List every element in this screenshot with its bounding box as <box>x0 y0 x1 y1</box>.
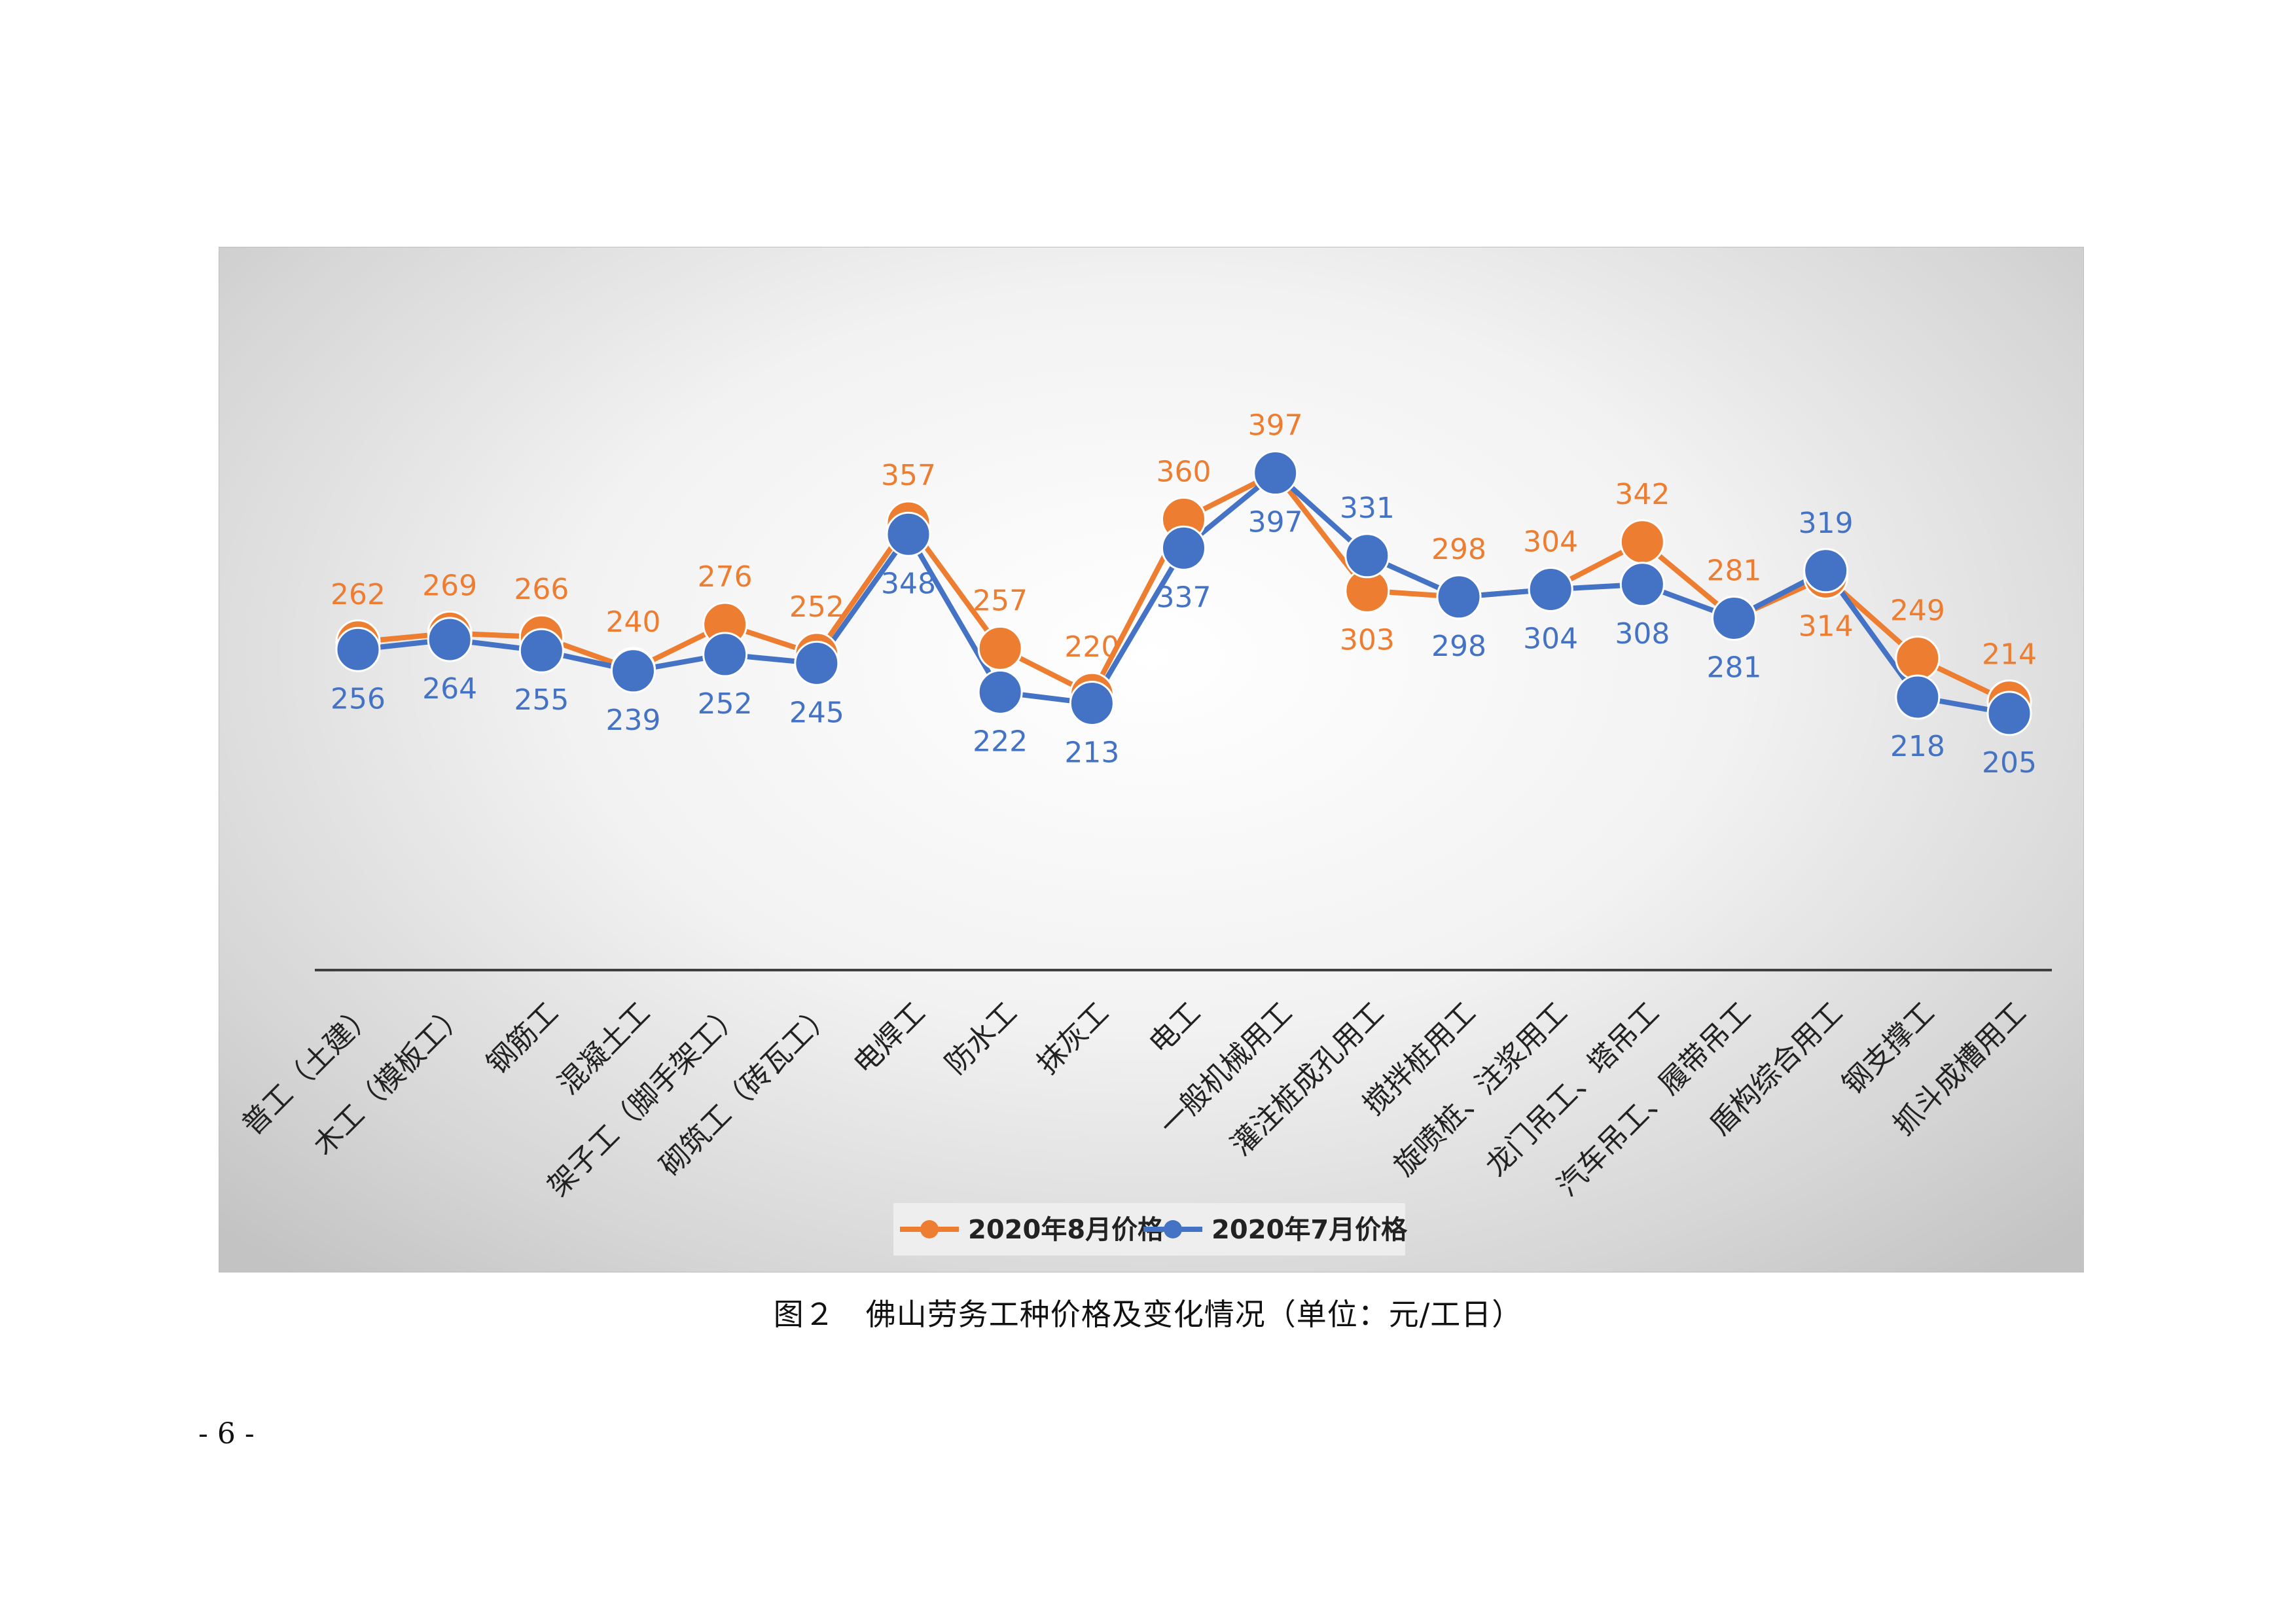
data-point-jul <box>702 632 748 677</box>
legend-marker <box>920 1220 939 1238</box>
legend-label: 2020年8月价格 <box>968 1215 1164 1245</box>
data-point-jul <box>1986 691 2032 736</box>
data-label-jul: 252 <box>698 687 753 721</box>
data-label-aug: 249 <box>1890 594 1945 628</box>
data-label-jul: 337 <box>1157 581 1211 614</box>
data-label-aug: 276 <box>698 560 753 594</box>
category-label: 砌筑工（砖瓦工） <box>654 996 840 1183</box>
category-label: 电工 <box>1143 996 1207 1060</box>
legend-marker <box>1164 1220 1182 1238</box>
category-label: 龙门吊工、塔吊工 <box>1479 996 1666 1183</box>
data-label-jul: 308 <box>1615 617 1670 651</box>
data-label-jul: 205 <box>1982 746 2037 780</box>
data-label-jul: 281 <box>1707 651 1762 684</box>
data-point-jul <box>335 626 381 672</box>
data-label-jul: 264 <box>422 672 477 706</box>
data-label-jul: 222 <box>973 725 1028 758</box>
data-label-jul: 245 <box>789 696 844 729</box>
data-point-jul <box>794 640 840 686</box>
data-label-aug: 360 <box>1157 455 1211 488</box>
data-label-jul: 331 <box>1340 492 1395 525</box>
legend-item-jul: 2020年7月价格 <box>1143 1215 1408 1245</box>
data-label-aug: 262 <box>331 578 386 611</box>
data-point-jul <box>1619 562 1665 607</box>
data-label-aug: 269 <box>422 569 477 602</box>
category-label: 防水工 <box>939 996 1024 1081</box>
data-label-aug: 357 <box>881 459 936 492</box>
data-label-aug: 220 <box>1064 630 1119 664</box>
data-point-jul <box>1895 674 1941 720</box>
data-label-aug: 304 <box>1523 525 1578 558</box>
data-point-jul <box>1436 574 1482 620</box>
data-label-jul: 319 <box>1799 507 1854 540</box>
data-point-jul <box>1528 566 1573 612</box>
data-label-jul: 256 <box>331 682 386 715</box>
figure-caption: 图２ 佛山劳务工种价格及变化情况（单位：元/工日） <box>773 1297 1523 1332</box>
data-label-jul: 213 <box>1064 736 1119 770</box>
data-label-aug: 397 <box>1248 409 1303 442</box>
data-label-aug: 298 <box>1431 533 1486 566</box>
data-label-jul: 298 <box>1431 630 1486 663</box>
data-point-jul <box>1344 533 1390 579</box>
data-label-jul: 304 <box>1523 622 1578 655</box>
data-label-jul: 218 <box>1890 730 1945 763</box>
category-label: 灌注桩成孔用工 <box>1225 996 1391 1163</box>
data-label-aug: 214 <box>1982 638 2037 672</box>
data-point-jul <box>1712 595 1757 641</box>
chart-panel: 262 256 269 264 266 255 240 239 276 252 252 245 357 3… <box>219 247 2084 1272</box>
category-label: 旋喷桩、注浆用工 <box>1388 996 1574 1183</box>
legend-label: 2020年7月价格 <box>1211 1215 1408 1245</box>
category-label: 木工（模板工） <box>307 996 473 1163</box>
legend-item-aug: 2020年8月价格 <box>900 1215 1164 1245</box>
data-point-jul <box>886 511 931 557</box>
data-label-aug: 257 <box>973 584 1028 617</box>
data-label-jul: 348 <box>881 567 936 600</box>
data-point-jul <box>977 669 1023 715</box>
data-point-jul <box>1161 525 1206 571</box>
data-label-jul: 397 <box>1248 506 1303 539</box>
data-label-jul: 255 <box>514 683 569 717</box>
data-label-jul: 239 <box>606 704 661 737</box>
data-point-aug <box>977 625 1023 671</box>
data-point-jul <box>427 617 473 662</box>
data-label-aug: 281 <box>1707 554 1762 587</box>
data-label-aug: 252 <box>789 590 844 624</box>
data-label-aug: 314 <box>1799 609 1854 643</box>
data-label-aug: 266 <box>514 573 569 606</box>
page-number: - 6 - <box>198 1417 255 1451</box>
data-point-jul <box>1253 450 1299 496</box>
data-label-aug: 342 <box>1615 478 1670 511</box>
data-point-jul <box>611 648 656 694</box>
data-point-aug <box>1895 636 1941 681</box>
line-chart: 262 256 269 264 266 255 240 239 276 252 252 245 357 3… <box>236 409 2052 1255</box>
category-label: 钢筋工 <box>480 996 565 1081</box>
data-point-jul <box>1069 681 1115 727</box>
data-point-jul <box>518 628 564 674</box>
data-label-aug: 240 <box>606 605 661 639</box>
category-label: 电焊工 <box>847 996 931 1081</box>
data-point-aug <box>1619 519 1665 565</box>
data-point-jul <box>1803 548 1849 594</box>
data-label-aug: 303 <box>1340 623 1395 657</box>
category-label: 抹灰工 <box>1031 996 1115 1081</box>
